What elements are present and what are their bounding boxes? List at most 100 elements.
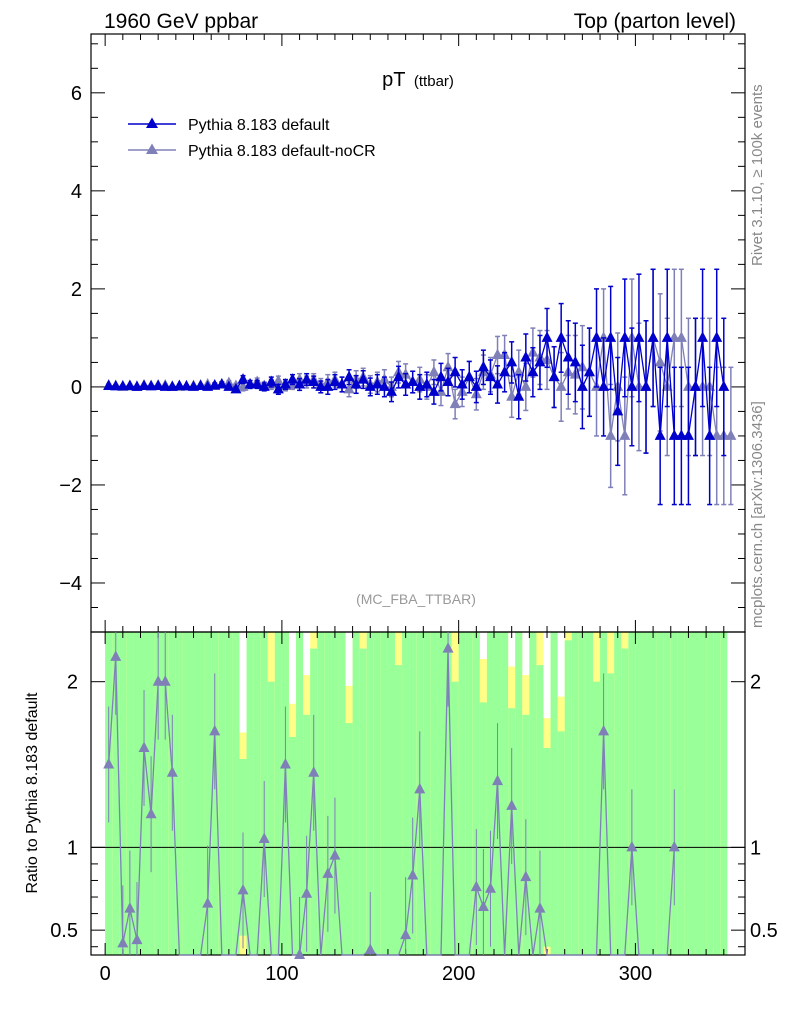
band-green (317, 632, 325, 955)
ratio-point (492, 774, 504, 786)
data-point (173, 379, 185, 390)
legend-marker-default (146, 117, 158, 128)
band-green (161, 632, 169, 955)
band-green (324, 632, 332, 955)
data-point (583, 365, 595, 377)
data-point (343, 370, 355, 382)
ratio-point (477, 900, 489, 911)
ratio-point (400, 928, 412, 940)
data-point (541, 331, 553, 342)
data-point (322, 380, 334, 391)
data-point (336, 377, 348, 389)
band-green (126, 632, 134, 955)
band-green (635, 632, 643, 955)
data-point (591, 331, 603, 342)
band-green (380, 632, 388, 955)
data-point (272, 374, 284, 386)
ratio-point (322, 867, 334, 878)
band-green (529, 632, 537, 955)
band-green (691, 632, 700, 955)
data-point (619, 429, 631, 440)
data-point (725, 429, 737, 440)
band-green (331, 632, 339, 955)
data-point (527, 365, 539, 377)
band-green (373, 632, 381, 955)
data-point (492, 377, 504, 389)
band-green (614, 632, 622, 955)
legend-label-default: Pythia 8.183 default (188, 117, 330, 134)
band-green (600, 632, 608, 955)
data-point (385, 385, 397, 396)
data-point (159, 380, 171, 391)
band-green (225, 632, 233, 955)
ratio-tick-label: 0.5 (50, 920, 78, 942)
ratio-point (145, 807, 157, 819)
data-point (244, 377, 256, 389)
data-point (619, 331, 631, 342)
band-green (395, 665, 403, 955)
data-point (258, 380, 270, 391)
data-point (124, 379, 136, 390)
data-point (272, 382, 284, 394)
data-point (180, 379, 192, 391)
data-point (470, 380, 482, 391)
x-tick-label: 0 (100, 963, 111, 985)
band-green (585, 632, 593, 955)
band-green (451, 681, 459, 955)
data-point (294, 377, 306, 389)
ratio-point (279, 758, 291, 769)
rivet-label: Rivet 3.1.10, ≥ 100k events (749, 84, 766, 266)
legend-marker-nocr (146, 143, 158, 154)
ratio-ylabel: Ratio to Pythia 8.183 default (24, 692, 41, 894)
ratio-point (407, 868, 419, 880)
legend: Pythia 8.183 default Pythia 8.183 defaul… (128, 117, 376, 160)
band-green (458, 632, 466, 955)
data-point (711, 429, 723, 440)
y-tick-label: 4 (71, 181, 82, 203)
data-point (513, 390, 525, 401)
data-point (675, 429, 687, 440)
data-point (103, 379, 115, 390)
ratio-point (484, 882, 496, 893)
band-green (713, 632, 721, 955)
data-point (675, 331, 687, 342)
data-point (216, 377, 228, 389)
ratio-point (138, 741, 150, 752)
data-point (223, 380, 235, 391)
y-tick-label: −4 (59, 573, 82, 595)
band-green (133, 632, 141, 955)
data-point (265, 375, 277, 387)
data-point (598, 331, 610, 342)
header-left: 1960 GeV ppbar (104, 10, 258, 33)
data-point (287, 373, 299, 384)
data-point (562, 351, 574, 362)
mcplots-label: mcplots.cern.ch [arXiv:1306.3436] (749, 401, 766, 628)
data-point (492, 348, 504, 360)
data-point (520, 380, 532, 391)
plot-title-sub: (ttbar) (414, 73, 454, 90)
data-point (654, 355, 666, 367)
data-point (605, 331, 617, 342)
data-point (195, 379, 207, 390)
data-point (612, 404, 624, 416)
ratio-point (414, 782, 426, 794)
ratio-series-group (103, 632, 680, 959)
data-point (477, 360, 489, 372)
band-green (501, 632, 509, 955)
data-point (506, 390, 518, 401)
data-point (442, 375, 454, 387)
ratio-point (364, 943, 376, 955)
data-point (371, 377, 383, 389)
ratio-point (237, 883, 249, 895)
ratio-point (103, 758, 115, 769)
data-point (428, 385, 440, 396)
data-point (456, 377, 468, 389)
band-green (649, 632, 657, 955)
band-green (246, 632, 254, 955)
data-point (449, 365, 461, 377)
band-green (197, 632, 205, 955)
data-point (704, 429, 716, 440)
data-point (576, 380, 588, 391)
data-point (138, 379, 150, 390)
band-green (515, 632, 523, 955)
